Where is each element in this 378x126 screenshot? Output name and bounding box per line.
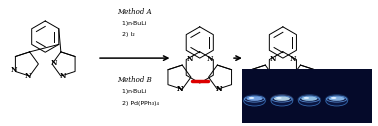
Text: Method B: Method B — [117, 76, 152, 84]
Text: -BuLi: -BuLi — [132, 89, 147, 94]
Text: N: N — [290, 55, 296, 63]
Text: N: N — [187, 55, 193, 63]
Ellipse shape — [246, 97, 263, 101]
Text: Ar: Ar — [314, 69, 322, 77]
Ellipse shape — [299, 96, 320, 106]
Ellipse shape — [304, 97, 309, 99]
Ellipse shape — [271, 96, 293, 106]
Text: 1): 1) — [121, 21, 130, 26]
Ellipse shape — [249, 97, 254, 99]
Ellipse shape — [328, 97, 345, 101]
Text: N: N — [216, 85, 223, 93]
Ellipse shape — [326, 96, 347, 106]
Text: 1): 1) — [121, 89, 130, 94]
Text: N: N — [206, 55, 213, 63]
Ellipse shape — [276, 97, 282, 99]
Text: N: N — [177, 85, 183, 93]
Text: N: N — [177, 85, 183, 93]
Ellipse shape — [297, 94, 321, 105]
Text: N: N — [216, 85, 223, 93]
Ellipse shape — [301, 97, 318, 101]
Text: N: N — [260, 85, 266, 93]
Text: N: N — [260, 85, 266, 93]
Ellipse shape — [244, 96, 265, 106]
Ellipse shape — [274, 97, 290, 101]
Text: N: N — [51, 59, 57, 67]
Text: N: N — [60, 72, 66, 80]
Text: N: N — [10, 67, 17, 74]
Text: Method A: Method A — [117, 8, 152, 16]
Text: N: N — [25, 72, 31, 80]
Text: N: N — [299, 85, 306, 93]
Bar — [242, 69, 372, 123]
Text: N: N — [270, 55, 276, 63]
Text: N: N — [299, 85, 306, 93]
Ellipse shape — [325, 94, 349, 105]
Text: n: n — [127, 89, 132, 94]
Text: n: n — [127, 21, 132, 26]
Ellipse shape — [270, 94, 294, 105]
Ellipse shape — [243, 94, 266, 105]
Text: 2) I₂: 2) I₂ — [121, 32, 134, 37]
Text: 2) Pd(PPh₃)₄: 2) Pd(PPh₃)₄ — [121, 101, 158, 106]
Ellipse shape — [331, 97, 336, 99]
Text: Ar: Ar — [243, 69, 252, 77]
Text: -BuLi: -BuLi — [132, 21, 147, 26]
